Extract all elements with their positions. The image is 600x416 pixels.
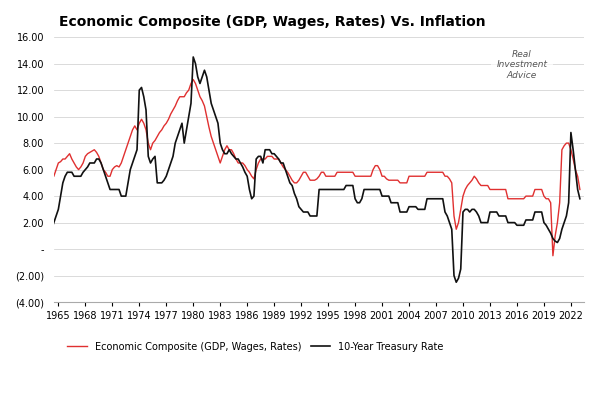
Economic Composite (GDP, Wages, Rates)	[46, 179, 53, 184]
10-Year Treasury Rate	[572, 167, 579, 172]
Line: 10-Year Treasury Rate: 10-Year Treasury Rate	[49, 57, 580, 282]
Economic Composite (GDP, Wages, Rates)	[145, 141, 152, 146]
Economic Composite (GDP, Wages, Rates)	[190, 77, 197, 82]
Economic Composite (GDP, Wages, Rates)	[506, 196, 514, 201]
Economic Composite (GDP, Wages, Rates)	[334, 170, 341, 175]
10-Year Treasury Rate	[46, 231, 53, 236]
Economic Composite (GDP, Wages, Rates)	[572, 167, 579, 172]
10-Year Treasury Rate	[509, 220, 516, 225]
Text: Economic Composite (GDP, Wages, Rates) Vs. Inflation: Economic Composite (GDP, Wages, Rates) V…	[59, 15, 486, 29]
Economic Composite (GDP, Wages, Rates)	[550, 253, 557, 258]
Economic Composite (GDP, Wages, Rates)	[407, 174, 415, 179]
10-Year Treasury Rate	[145, 154, 152, 159]
10-Year Treasury Rate	[407, 204, 415, 209]
10-Year Treasury Rate	[334, 187, 341, 192]
Line: Economic Composite (GDP, Wages, Rates): Economic Composite (GDP, Wages, Rates)	[49, 79, 580, 256]
Legend: Economic Composite (GDP, Wages, Rates), 10-Year Treasury Rate: Economic Composite (GDP, Wages, Rates), …	[64, 338, 448, 356]
10-Year Treasury Rate	[190, 54, 197, 59]
Economic Composite (GDP, Wages, Rates)	[576, 187, 583, 192]
Economic Composite (GDP, Wages, Rates)	[183, 90, 190, 95]
10-Year Treasury Rate	[452, 280, 460, 285]
10-Year Treasury Rate	[183, 127, 190, 132]
Text: Real
Investment
Advice: Real Investment Advice	[497, 50, 548, 80]
10-Year Treasury Rate	[576, 196, 583, 201]
